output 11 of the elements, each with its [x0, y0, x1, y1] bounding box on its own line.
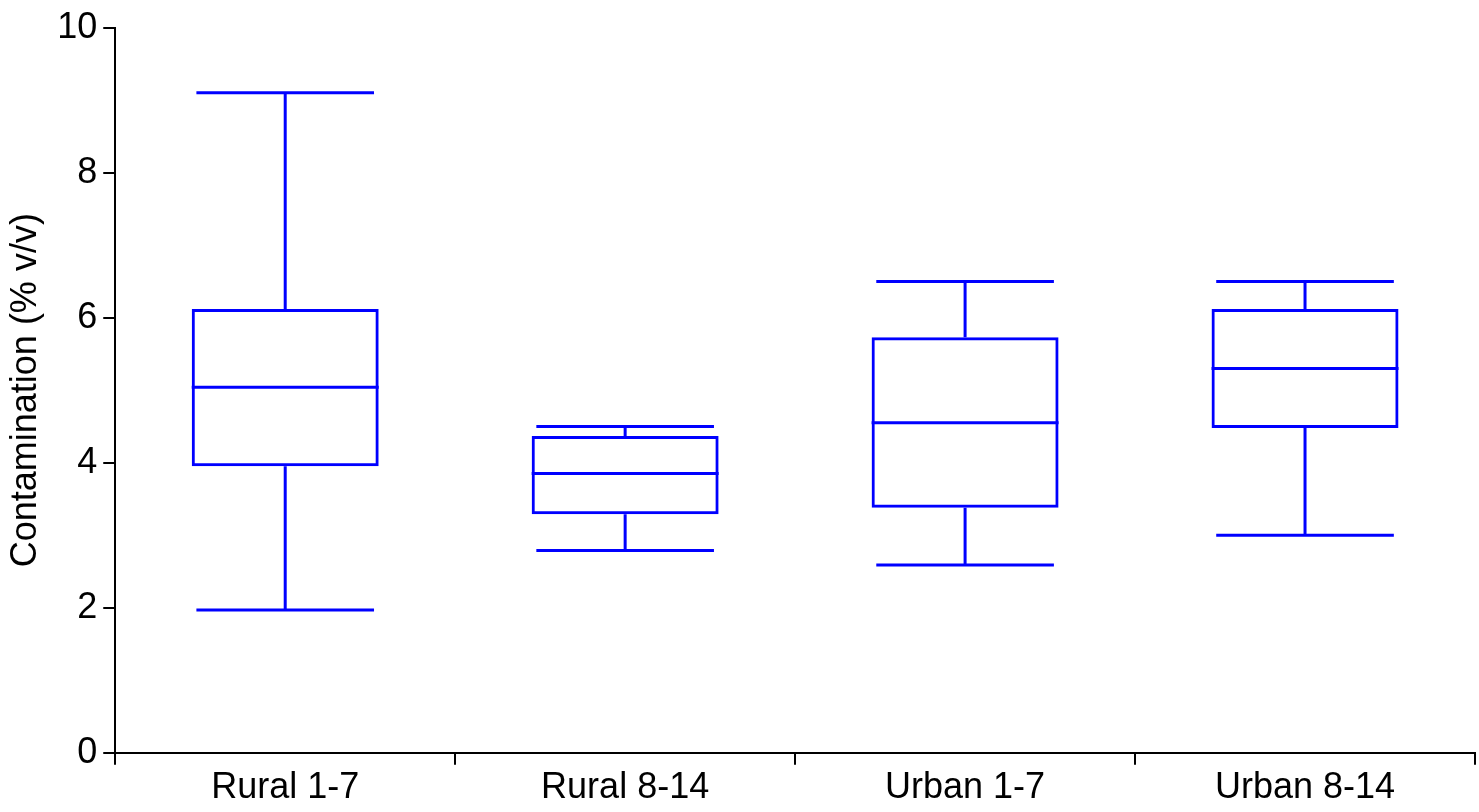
x-tick-label: Urban 1-7 — [885, 765, 1046, 807]
x-tick-label: Urban 8-14 — [1214, 765, 1396, 807]
x-tick-label: Rural 1-7 — [211, 765, 360, 807]
y-tick-label: 0 — [77, 729, 98, 771]
y-tick-label: 2 — [77, 584, 98, 626]
y-tick-label: 4 — [77, 439, 98, 481]
y-tick-label: 8 — [77, 149, 98, 191]
x-tick-label: Rural 8-14 — [541, 765, 710, 807]
y-axis-title: Contamination (% v/v) — [2, 213, 44, 568]
y-tick-label: 10 — [57, 4, 98, 46]
y-tick-label: 6 — [77, 294, 98, 336]
